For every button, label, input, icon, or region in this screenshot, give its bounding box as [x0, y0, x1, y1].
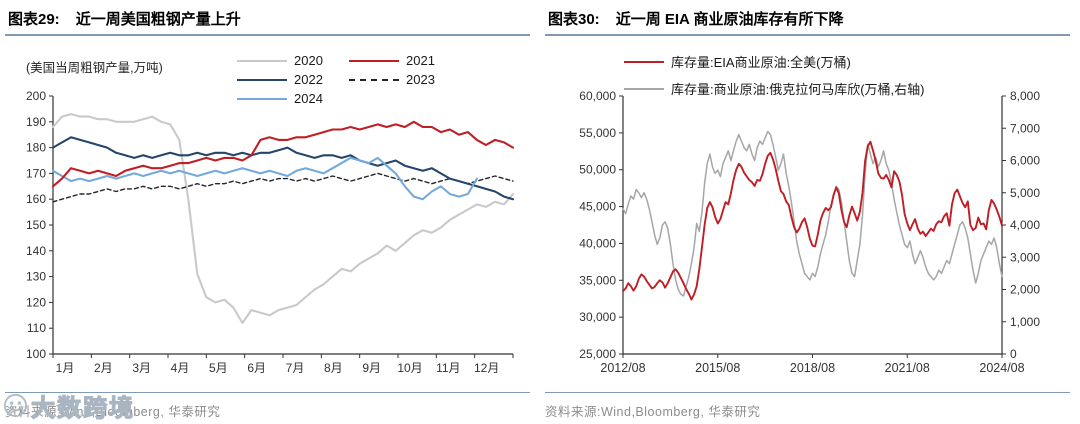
figure-30-header: 图表30: 近一周 EIA 商业原油库存有所下降	[548, 8, 1068, 29]
tick-label: 150	[26, 218, 46, 232]
legend-label: 2022	[294, 72, 323, 87]
figure-29-title: 近一周美国粗钢产量上升	[75, 11, 241, 28]
legend-swatch	[237, 97, 287, 100]
tick-label: 110	[27, 321, 46, 335]
series-line-us-total	[622, 140, 1003, 301]
axes: 100 110 120 130 140 150 160 170 180 190 200 1月 2月 3月 4…	[26, 89, 514, 375]
tick-label: 4月	[171, 361, 190, 375]
series-line-2024	[51, 156, 478, 201]
legend-item-series: 库存量:EIA商业原油:全美(万桶)	[624, 52, 925, 71]
legend-label: 2024	[294, 91, 323, 106]
legend-item-2023: 2023	[349, 72, 473, 87]
tick-label: 40,000	[579, 236, 616, 250]
y-axis-unit-label: (美国当周粗钢产量,万吨)	[26, 61, 163, 75]
tick-label: 2021/08	[885, 361, 930, 375]
tick-label: 10月	[397, 361, 422, 375]
tick-label: 2024/08	[979, 361, 1024, 375]
legend-swatch	[349, 78, 399, 81]
tick-label: 1月	[56, 361, 75, 375]
legend-swatch	[624, 87, 664, 90]
tick-label: 170	[26, 166, 46, 180]
tick-label: 100	[26, 347, 46, 361]
tick-label: 2,000	[1010, 283, 1040, 297]
series-line-2023	[52, 172, 514, 203]
legend-item-2020: 2020	[237, 53, 349, 68]
tick-label: 12月	[474, 361, 499, 375]
tick-label: 45,000	[579, 200, 616, 214]
tick-label: 0	[1010, 347, 1017, 361]
figure-29-header: 图表29: 近一周美国粗钢产量上升	[8, 8, 528, 29]
legend-item-2021: 2021	[349, 53, 473, 68]
tick-label: 7,000	[1010, 121, 1040, 135]
legend-label: 2023	[406, 72, 435, 87]
tick-label: 190	[26, 115, 46, 129]
legend-item-2022: 2022	[237, 72, 349, 87]
panel-steel-production: 图表29: 近一周美国粗钢产量上升 (美国当周粗钢产量,万吨) 2020 2021 2…	[3, 8, 530, 423]
legend-swatch	[624, 60, 664, 63]
series-line-cushing	[622, 130, 1003, 297]
tick-label: 200	[26, 89, 46, 103]
tick-label: 8月	[324, 361, 343, 375]
axes: 25,000 30,000 35,000 40,000 45,000 50,000 55,0…	[579, 89, 1040, 375]
source-text: 资料来源:Wind,Bloomberg, 华泰研究	[545, 405, 761, 419]
tick-label: 30,000	[579, 310, 616, 324]
tick-label: 5,000	[1010, 186, 1040, 200]
panel-crude-inventory: 图表30: 近一周 EIA 商业原油库存有所下降 库存量:EIA商业原油:全美(万…	[540, 0, 1080, 424]
tick-label: 25,000	[579, 347, 616, 361]
crude-inventory-chart: 25,000 30,000 35,000 40,000 45,000 50,000 55,0…	[579, 89, 1040, 375]
figure-30-label: 图表30:	[548, 11, 600, 28]
tick-label: 140	[26, 244, 46, 258]
tick-label: 35,000	[579, 273, 616, 287]
tick-label: 6月	[247, 361, 266, 375]
tick-label: 2月	[94, 361, 113, 375]
tick-label: 6,000	[1010, 154, 1040, 168]
tick-label: 55,000	[579, 126, 616, 140]
series-line-2021	[51, 120, 515, 188]
tick-label: 9月	[362, 361, 381, 375]
tick-label: 180	[26, 141, 46, 155]
tick-label: 2012/08	[600, 361, 645, 375]
header-rule	[5, 34, 530, 36]
tick-label: 5月	[209, 361, 228, 375]
figure-30-title: 近一周 EIA 商业原油库存有所下降	[615, 11, 844, 28]
source-line: 资料来源:Wind,Bloomberg, 华泰研究	[5, 392, 530, 420]
series-line-2022	[51, 136, 515, 201]
source-line: 资料来源:Wind,Bloomberg, 华泰研究	[545, 392, 1070, 420]
legend-label: 库存量:EIA商业原油:全美(万桶)	[671, 55, 851, 70]
tick-label: 7月	[286, 361, 305, 375]
tick-label: 3,000	[1010, 250, 1040, 264]
series-line-2020	[51, 113, 515, 325]
header-rule	[545, 34, 1070, 36]
legend-label: 2021	[406, 53, 435, 68]
tick-label: 11月	[436, 361, 460, 375]
tick-label: 2015/08	[695, 361, 740, 375]
tick-label: 120	[26, 295, 46, 309]
legend-swatch	[237, 59, 287, 62]
steel-production-chart: 100 110 120 130 140 150 160 170 180 190 200 1月 2月 3月 4…	[26, 89, 515, 375]
tick-label: 50,000	[579, 163, 616, 177]
legend-steel-chart: 2020 2021 2022 2023 2024	[237, 53, 473, 106]
legend-item-series: 库存量:商业原油:俄克拉何马库欣(万桶,右轴)	[624, 79, 925, 98]
legend-swatch	[349, 59, 399, 62]
tick-label: 3月	[132, 361, 151, 375]
tick-label: 60,000	[579, 89, 616, 103]
tick-label: 2018/08	[790, 361, 835, 375]
source-text: 资料来源:Wind,Bloomberg, 华泰研究	[5, 405, 221, 419]
legend-item-2024: 2024	[237, 91, 349, 106]
tick-label: 4,000	[1010, 218, 1040, 232]
legend-label: 2020	[294, 53, 323, 68]
tick-label: 8,000	[1010, 89, 1040, 103]
legend-crude-chart: 库存量:EIA商业原油:全美(万桶) 库存量:商业原油:俄克拉何马库欣(万桶,右轴…	[624, 52, 925, 106]
tick-label: 1,000	[1010, 315, 1040, 329]
legend-label: 库存量:商业原油:俄克拉何马库欣(万桶,右轴)	[671, 82, 925, 97]
tick-label: 160	[26, 192, 46, 206]
legend-swatch	[237, 78, 287, 81]
tick-label: 130	[26, 270, 46, 284]
figure-29-label: 图表29:	[8, 11, 60, 28]
